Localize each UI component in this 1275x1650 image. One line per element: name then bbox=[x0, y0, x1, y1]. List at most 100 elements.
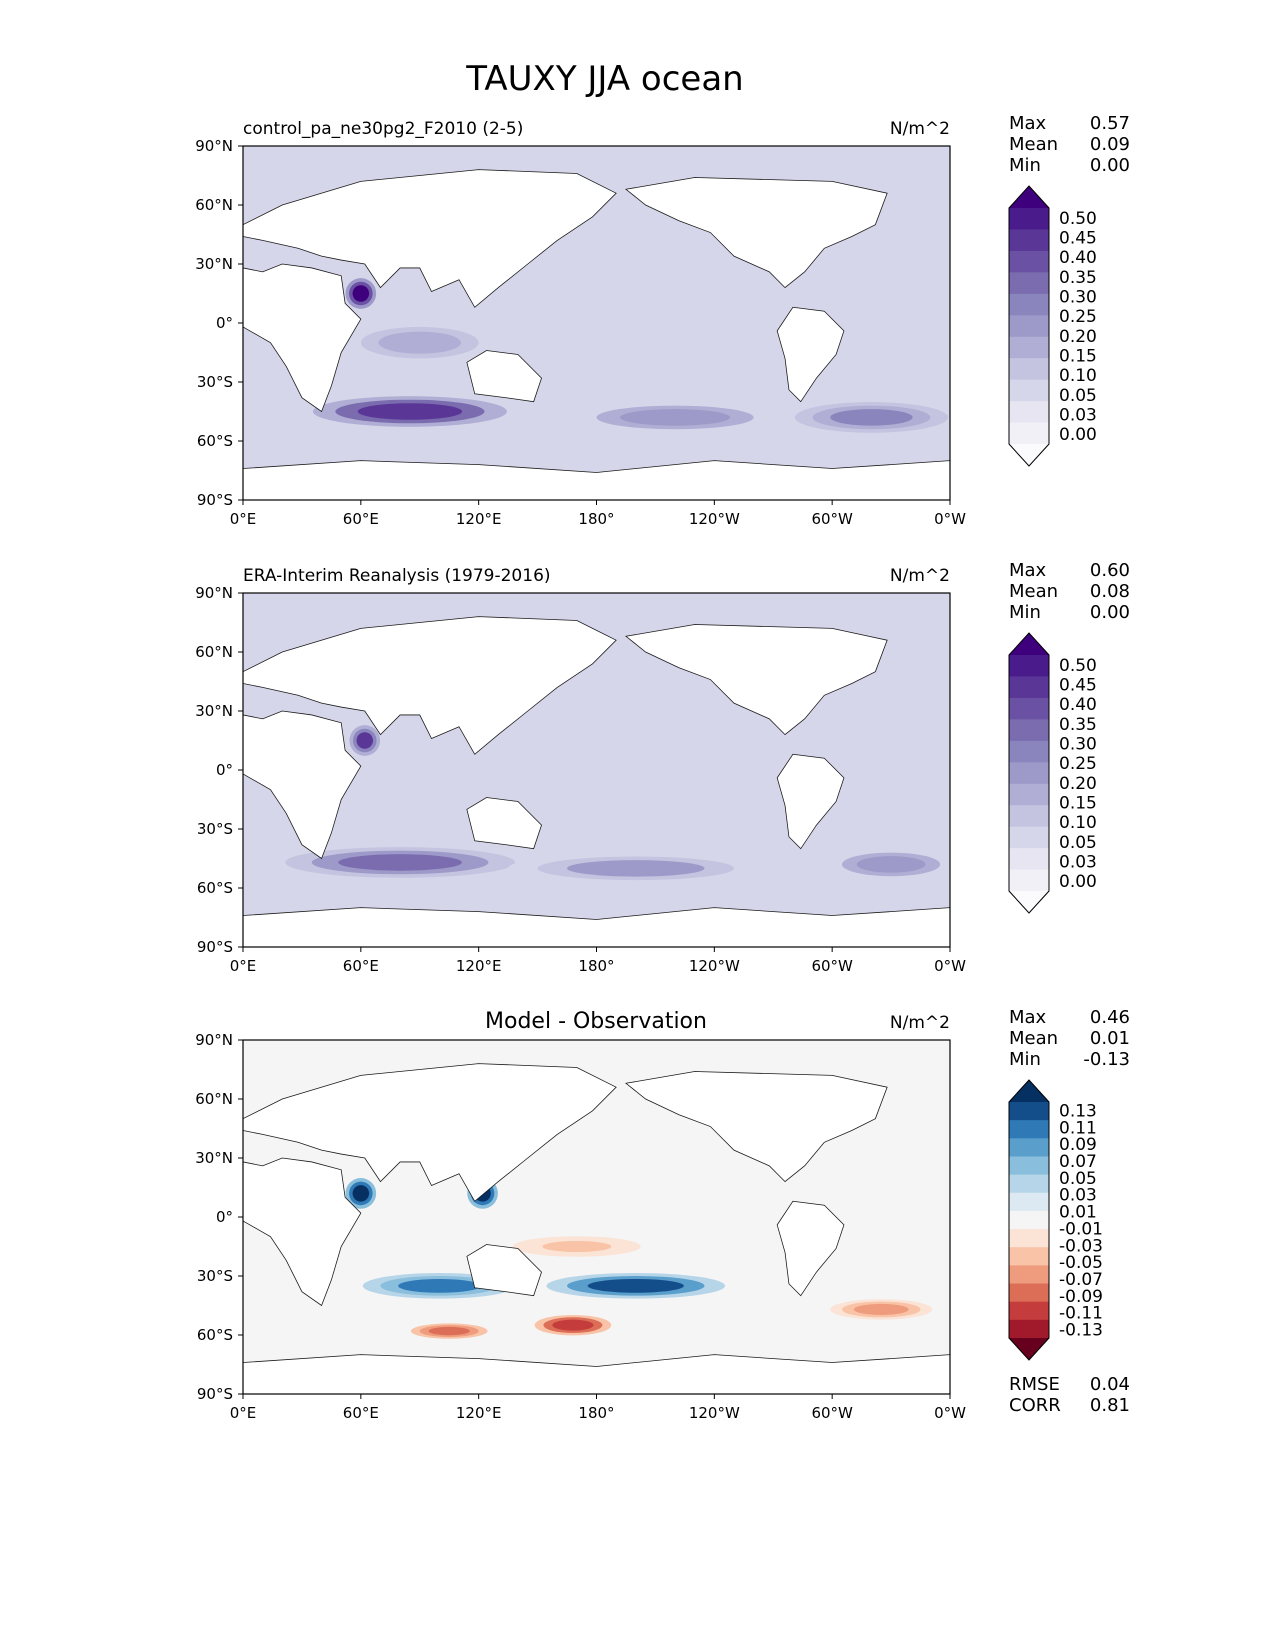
colorbar-segment bbox=[1009, 336, 1049, 359]
field-feature bbox=[352, 1185, 370, 1202]
field-feature bbox=[338, 854, 462, 871]
panel-units: N/m^2 bbox=[890, 566, 950, 586]
field-feature bbox=[552, 1319, 594, 1331]
colorbar-segment bbox=[1009, 676, 1049, 699]
colorbar-label: 0.03 bbox=[1059, 1186, 1097, 1206]
colorbar-label: 0.07 bbox=[1059, 1152, 1097, 1172]
colorbar-segment bbox=[1009, 1156, 1049, 1176]
colorbar-label: 0.10 bbox=[1059, 366, 1097, 386]
panel-title: control_pa_ne30pg2_F2010 (2-5) bbox=[243, 119, 523, 139]
stat-max-value: 0.60 bbox=[1090, 560, 1130, 581]
panel-units: N/m^2 bbox=[890, 119, 950, 139]
x-tick-label: 180° bbox=[578, 1404, 614, 1422]
x-tick-label: 60°E bbox=[343, 957, 379, 975]
colorbar-segment bbox=[1009, 1301, 1049, 1321]
x-tick-label: 0°E bbox=[230, 510, 257, 528]
panel-2: 0°E 60°E 120°E 180° 120°W 60°W 0°W 90°N 60°N 30°N… bbox=[195, 560, 1130, 975]
colorbar-segment bbox=[1009, 1283, 1049, 1303]
metric-rmse-value: 0.04 bbox=[1090, 1374, 1130, 1395]
y-tick-label: 90°N bbox=[195, 1031, 233, 1049]
x-tick-label: 0°W bbox=[934, 1404, 966, 1422]
x-tick-label: 120°W bbox=[689, 510, 740, 528]
field-feature bbox=[542, 1240, 612, 1253]
colorbar-segment bbox=[1009, 1210, 1049, 1230]
map-area bbox=[243, 593, 950, 947]
y-tick-label: 90°N bbox=[195, 584, 233, 602]
colorbar-label: 0.20 bbox=[1059, 327, 1097, 347]
colorbar-label: 0.05 bbox=[1059, 1169, 1097, 1189]
colorbar-label: -0.13 bbox=[1059, 1321, 1103, 1341]
field-feature bbox=[830, 409, 913, 426]
colorbar-extend-top bbox=[1009, 186, 1049, 208]
x-tick-label: 120°W bbox=[689, 1404, 740, 1422]
colorbar-outline bbox=[1008, 185, 1050, 467]
colorbar-segment bbox=[1009, 1247, 1049, 1266]
stat-min-value: -0.13 bbox=[1083, 1049, 1130, 1070]
y-tick-label: 0° bbox=[216, 761, 233, 779]
stat-min-label: Min bbox=[1009, 1049, 1041, 1070]
stat-min-label: Min bbox=[1009, 602, 1041, 623]
colorbar-segment bbox=[1009, 401, 1049, 424]
colorbar-segment bbox=[1009, 1265, 1049, 1285]
colorbar-segment bbox=[1009, 1174, 1049, 1194]
x-tick-label: 0°W bbox=[934, 957, 966, 975]
colorbar-label: -0.05 bbox=[1059, 1253, 1103, 1273]
colorbar-label: 0.45 bbox=[1059, 676, 1097, 696]
colorbar: 0.130.110.090.070.050.030.01-0.01-0.03-0… bbox=[1008, 1079, 1103, 1361]
y-tick-label: 30°S bbox=[197, 820, 233, 838]
y-tick-label: 90°S bbox=[197, 491, 233, 509]
panel-1: 0°E 60°E 120°E 180° 120°W 60°W 0°W 90°N 60°N 30°N… bbox=[195, 113, 1130, 528]
y-tick-label: 60°S bbox=[197, 1326, 233, 1344]
colorbar-label: 0.03 bbox=[1059, 406, 1097, 426]
colorbar-segment bbox=[1009, 229, 1049, 252]
colorbar-segment bbox=[1009, 1138, 1049, 1157]
colorbar-label: 0.45 bbox=[1059, 229, 1097, 249]
y-tick-label: 60°S bbox=[197, 432, 233, 450]
field-feature bbox=[587, 1278, 684, 1293]
colorbar-segment bbox=[1009, 1192, 1049, 1212]
stat-mean-label: Mean bbox=[1009, 134, 1058, 155]
stat-mean-label: Mean bbox=[1009, 1028, 1058, 1049]
colorbar-label: -0.09 bbox=[1059, 1287, 1103, 1307]
colorbar-segment bbox=[1009, 293, 1049, 316]
field-feature bbox=[356, 732, 374, 749]
map-area bbox=[243, 1040, 950, 1394]
colorbar-label: 0.35 bbox=[1059, 268, 1097, 288]
colorbar-segment bbox=[1009, 655, 1049, 677]
colorbar-segment bbox=[1009, 208, 1049, 230]
colorbar-segment bbox=[1009, 762, 1049, 785]
colorbar-segment bbox=[1009, 826, 1049, 849]
y-tick-label: 30°N bbox=[195, 255, 233, 273]
metric-corr-label: CORR bbox=[1009, 1395, 1061, 1416]
colorbar: 0.500.450.400.350.300.250.200.150.100.05… bbox=[1008, 632, 1097, 914]
stat-mean-value: 0.08 bbox=[1090, 581, 1130, 602]
colorbar-label: 0.00 bbox=[1059, 872, 1097, 892]
stat-max-label: Max bbox=[1009, 560, 1047, 581]
colorbar-label: 0.40 bbox=[1059, 695, 1097, 715]
colorbar-label: -0.07 bbox=[1059, 1270, 1103, 1290]
y-tick-label: 30°S bbox=[197, 373, 233, 391]
field-feature bbox=[620, 409, 731, 426]
panel-title: Model - Observation bbox=[485, 1009, 707, 1034]
y-tick-label: 90°S bbox=[197, 1385, 233, 1403]
colorbar-outline bbox=[1008, 1079, 1050, 1361]
colorbar-segment bbox=[1009, 250, 1049, 273]
colorbar-segment bbox=[1009, 783, 1049, 806]
colorbar-label: 0.30 bbox=[1059, 735, 1097, 755]
colorbar-label: 0.20 bbox=[1059, 774, 1097, 794]
stat-mean-value: 0.09 bbox=[1090, 134, 1130, 155]
colorbar-extend-bottom bbox=[1009, 891, 1049, 913]
colorbar-extend-bottom bbox=[1009, 444, 1049, 466]
colorbar-label: 0.50 bbox=[1059, 209, 1097, 229]
x-tick-label: 120°E bbox=[456, 510, 502, 528]
stat-min-value: 0.00 bbox=[1090, 155, 1130, 176]
field-feature bbox=[378, 331, 461, 354]
colorbar-label: -0.01 bbox=[1059, 1219, 1103, 1239]
y-tick-label: 90°S bbox=[197, 938, 233, 956]
field-feature bbox=[856, 856, 926, 873]
field-feature bbox=[428, 1326, 470, 1336]
colorbar-label: 0.05 bbox=[1059, 386, 1097, 406]
stat-max-value: 0.46 bbox=[1090, 1007, 1130, 1028]
colorbar-segment bbox=[1009, 358, 1049, 381]
